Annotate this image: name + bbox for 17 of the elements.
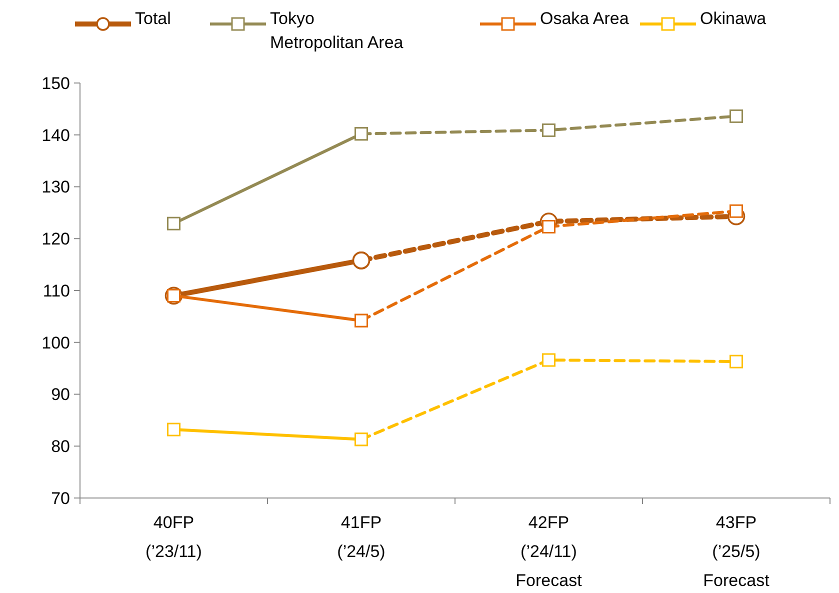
legend-label: Okinawa — [700, 9, 767, 28]
x-tick-label: 43FP (’25/5) Forecast — [703, 513, 770, 590]
y-tick-label: 80 — [51, 437, 70, 456]
y-tick-label: 120 — [42, 230, 70, 249]
y-tick-label: 140 — [42, 126, 70, 145]
legend-label: Osaka Area — [540, 9, 630, 28]
y-tick-label: 100 — [42, 333, 70, 352]
x-tick-label: 41FP (’24/5) — [337, 513, 386, 561]
y-tick-label: 110 — [42, 281, 70, 300]
x-tick-label: 42FP (’24/11) Forecast — [516, 513, 582, 590]
legend-label: Total — [135, 9, 171, 28]
y-tick-label: 90 — [51, 385, 70, 404]
x-tick-label: 40FP (’23/11) — [146, 513, 202, 561]
y-tick-label: 70 — [51, 488, 70, 508]
y-tick-label: 150 — [42, 74, 70, 93]
legend-label: Tokyo Metropolitan Area — [270, 9, 404, 52]
y-tick-label: 130 — [42, 178, 70, 197]
